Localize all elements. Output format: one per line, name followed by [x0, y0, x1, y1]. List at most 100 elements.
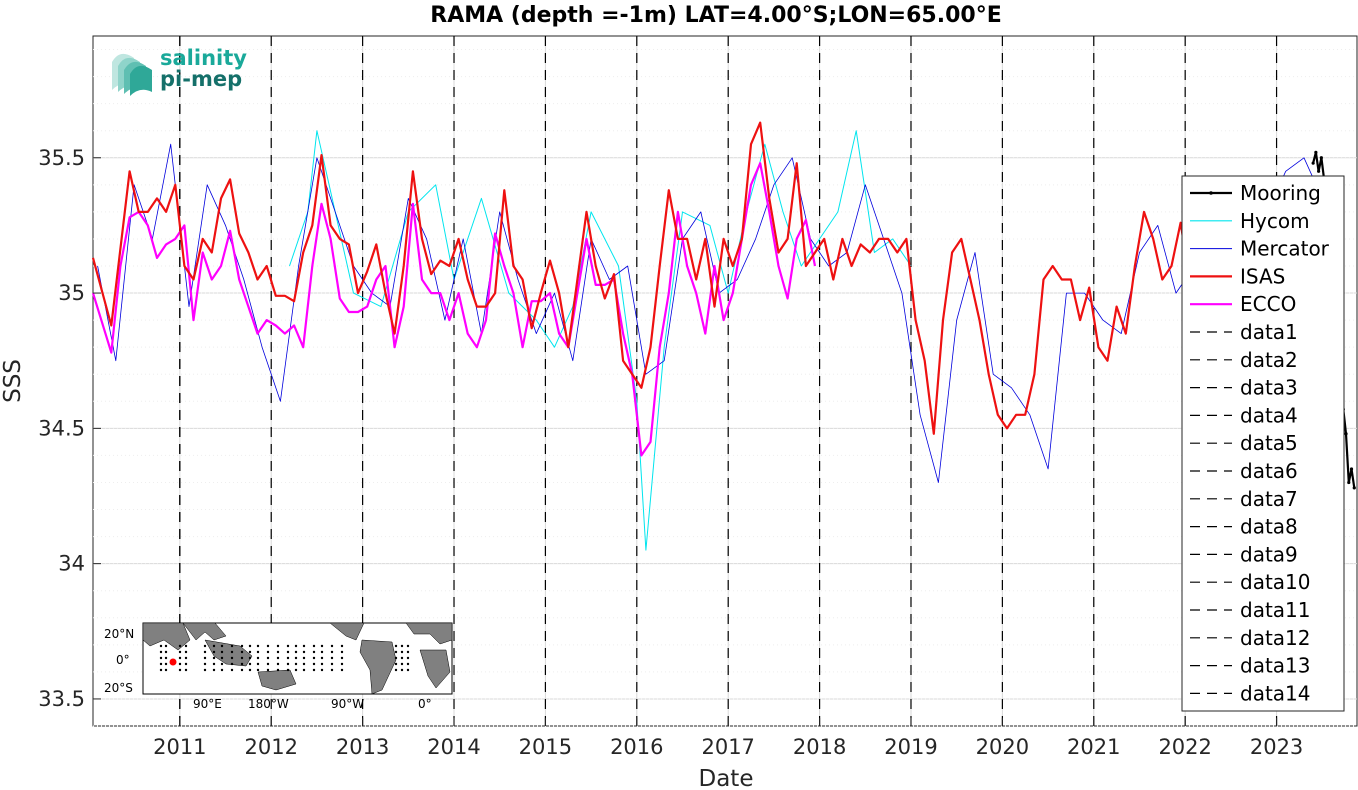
chart-legend: Mooring Hycom Mercator ISAS ECCO data1 data2 da… [1181, 175, 1345, 712]
inset-map-lon-label-180w: 180°W [248, 697, 289, 711]
mooring-point [1344, 432, 1348, 436]
inset-map-dot [276, 644, 280, 648]
inset-map-dot [330, 644, 334, 648]
legend-label-data9: data9 [1240, 542, 1298, 566]
inset-map-dot [400, 650, 404, 654]
legend-label-mercator: Mercator [1240, 237, 1330, 261]
legend-swatch-marker [1209, 191, 1213, 195]
inset-map-dot [159, 668, 163, 672]
inset-map-dot [248, 662, 252, 666]
mooring-point [1349, 467, 1354, 471]
legend-label-mooring: Mooring [1240, 181, 1321, 205]
inset-map-lat-label-0: 0° [116, 653, 130, 667]
inset-map-dot [320, 668, 324, 672]
x-tick-label: 2021 [1067, 735, 1120, 759]
y-axis-label: SSS [0, 359, 26, 403]
legend-label-data12: data12 [1240, 626, 1311, 650]
mooring-point [1314, 150, 1318, 154]
inset-map-dot [230, 644, 234, 648]
inset-map-dot [276, 668, 280, 672]
inset-map-dot [276, 656, 280, 660]
inset-map-dot [164, 662, 168, 666]
inset-map-dot [294, 650, 298, 654]
x-tick-label: 2016 [610, 735, 663, 759]
inset-map-dot [212, 644, 216, 648]
y-axis-ticks: 33.5 34 34.5 35 35.5 [38, 146, 101, 711]
inset-map-lon-label-0: 0° [418, 697, 432, 711]
y-tick-label: 35.5 [38, 146, 85, 170]
inset-map-dot [302, 644, 306, 648]
inset-map-dot [312, 656, 316, 660]
inset-map-dot [286, 656, 290, 660]
inset-map-dot [394, 650, 398, 654]
inset-map-dot [159, 662, 163, 666]
inset-map-dot [248, 656, 252, 660]
inset-map-dot [294, 668, 298, 672]
legend-label-data5: data5 [1240, 431, 1298, 455]
mooring-point [1347, 480, 1351, 485]
inset-map-dot [276, 650, 280, 654]
inset-map-dot [330, 656, 334, 660]
inset-map-dot [240, 650, 244, 654]
inset-map-dot [184, 650, 188, 654]
inset-map-dot [406, 656, 410, 660]
x-tick-label: 2015 [519, 735, 572, 759]
inset-map-dot [302, 668, 306, 672]
inset-map-dot [220, 668, 224, 672]
mooring-point [1319, 156, 1323, 160]
x-tick-label: 2020 [976, 735, 1029, 759]
inset-map-dot [256, 650, 260, 654]
inset-map-dot [394, 656, 398, 660]
logo-text-salinity: salinity [160, 46, 247, 70]
inset-map-dot [184, 668, 188, 672]
inset-map-dot [312, 662, 316, 666]
inset-map-dot [400, 662, 404, 666]
inset-map-dot [230, 662, 234, 666]
inset-map-dot [266, 644, 270, 648]
inset-map-dot [212, 662, 216, 666]
inset-map-dot [230, 656, 234, 660]
inset-map-dot [164, 656, 168, 660]
inset-map-location-marker [169, 658, 177, 666]
inset-map-dot [340, 656, 344, 660]
legend-label-data8: data8 [1240, 515, 1298, 539]
inset-map-dot [203, 668, 207, 672]
inset-map-dot [320, 656, 324, 660]
inset-map-dot [178, 662, 182, 666]
inset-map-dot [394, 662, 398, 666]
inset-map-dot [178, 644, 182, 648]
inset-map-dot [212, 650, 216, 654]
inset-map-dot [394, 668, 398, 672]
inset-map-dot [320, 644, 324, 648]
mooring-point [1352, 486, 1356, 490]
inset-map-dot [178, 650, 182, 654]
inset-map-dot [400, 656, 404, 660]
inset-map-dot [256, 656, 260, 660]
inset-map-dot [266, 656, 270, 660]
inset-map-dot [178, 668, 182, 672]
inset-map-dot [248, 668, 252, 672]
x-tick-label: 2013 [336, 735, 389, 759]
inset-map-dot [220, 644, 224, 648]
inset-map-dot [286, 662, 290, 666]
inset-map-dot [330, 662, 334, 666]
inset-map-dot [312, 644, 316, 648]
inset-map-dot [240, 656, 244, 660]
inset-map-dot [184, 644, 188, 648]
inset-map-dot [159, 644, 163, 648]
x-tick-label: 2017 [701, 735, 754, 759]
inset-map-lat-label-20n: 20°N [104, 627, 134, 641]
inset-map-lon-label-90w: 90°W [331, 697, 364, 711]
legend-label-data11: data11 [1240, 598, 1311, 622]
inset-map-dot [302, 656, 306, 660]
inset-map-dot [159, 656, 163, 660]
legend-label-data1: data1 [1240, 320, 1298, 344]
inset-map-dot [406, 644, 410, 648]
legend-label-data14: data14 [1240, 681, 1311, 705]
legend-label-data6: data6 [1240, 459, 1298, 483]
inset-map-lon-label-90e: 90°E [193, 697, 222, 711]
inset-map-dot [164, 650, 168, 654]
x-tick-label: 2023 [1250, 735, 1303, 759]
inset-map-dot [302, 662, 306, 666]
inset-map-dot [203, 656, 207, 660]
